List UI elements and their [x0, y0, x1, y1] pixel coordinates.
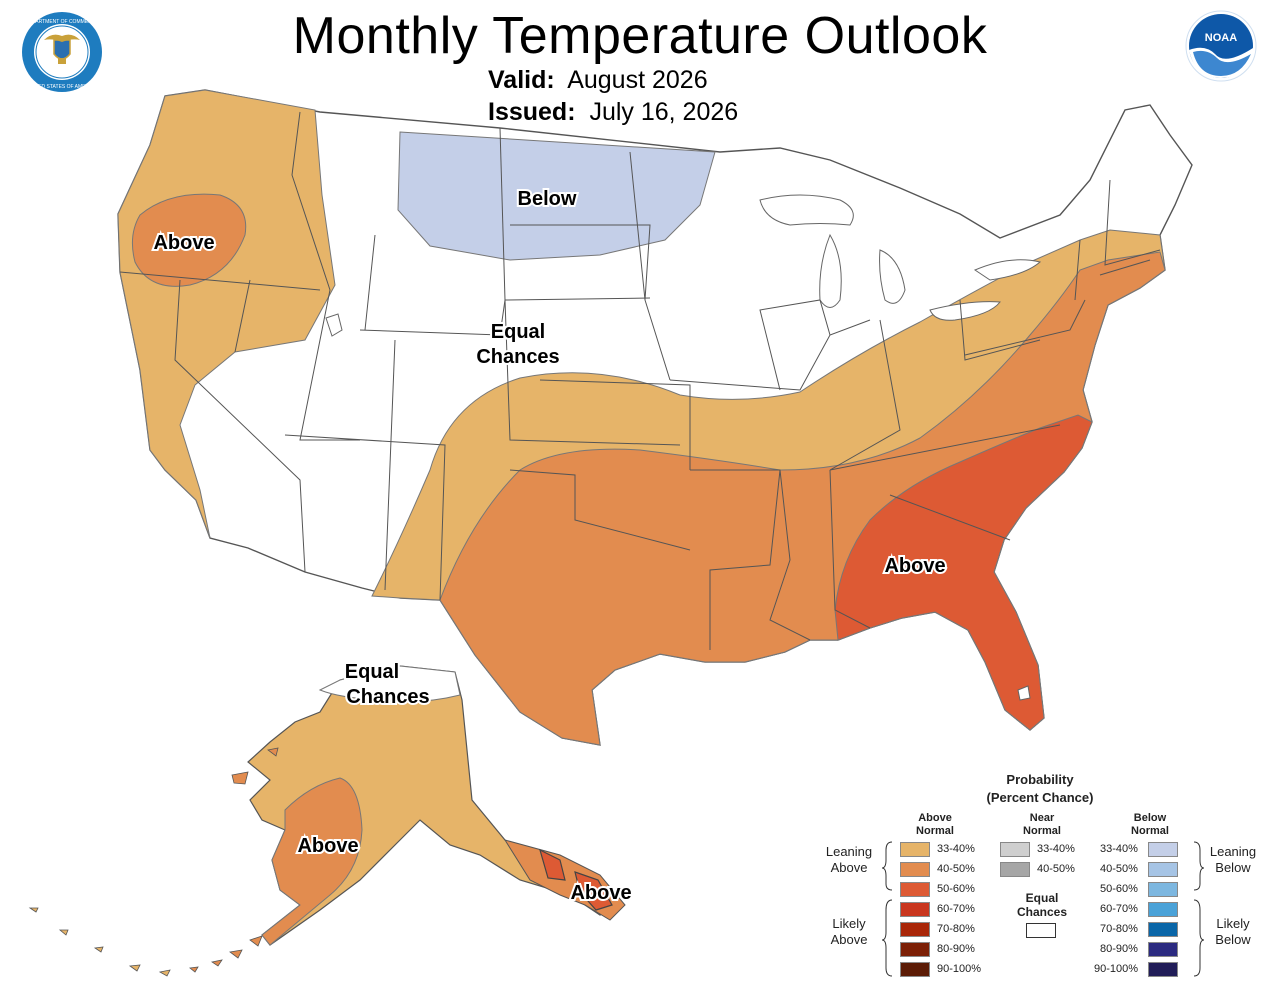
noaa-logo-icon: NOAA: [1185, 10, 1257, 82]
legend-above-swatch-5: [900, 922, 930, 937]
great-salt-lake: [325, 313, 343, 337]
legend-above-swatch-2: [900, 862, 930, 877]
map-title: Monthly Temperature Outlook: [292, 7, 988, 65]
legend-above-pct-1: 33-40%: [937, 843, 975, 855]
legend-below-swatch-6: [1148, 942, 1178, 957]
commerce-seal-icon: DEPARTMENT OF COMMERCE UNITED STATES OF …: [22, 12, 102, 92]
probability-legend: Probability (Percent Chance) Above Norma…: [800, 770, 1270, 985]
valid-line: Valid: August 2026: [488, 66, 708, 95]
label-above-alaska-se: Above: [570, 882, 631, 904]
label-below-north: Below: [518, 188, 577, 210]
legend-above-pct-5: 70-80%: [937, 923, 975, 935]
issued-label: Issued:: [488, 98, 576, 126]
alaska-se-islands: [539, 848, 613, 911]
legend-leaning-below-2: Below: [1215, 860, 1251, 875]
aleutian-islands: [189, 747, 279, 973]
valid-value: August 2026: [567, 66, 708, 94]
legend-below-pct-2: 40-50%: [1100, 863, 1138, 875]
legend-leaning-above-2: Above: [830, 860, 868, 875]
legend-above-swatch-7: [900, 962, 930, 977]
legend-below-pct-1: 33-40%: [1100, 843, 1138, 855]
legend-below-head-2: Normal: [1131, 825, 1169, 837]
aleutian-west-islands: [28, 907, 171, 977]
below-north-region: [397, 131, 716, 261]
legend-leaning-above-1: Leaning: [825, 844, 873, 859]
legend-near-pct-2: 40-50%: [1037, 863, 1075, 875]
alaska-sw-above: [261, 777, 363, 946]
legend-below-pct-7: 90-100%: [1094, 963, 1139, 975]
lake-okeechobee: [1017, 685, 1031, 701]
legend-leaning-below-1: Leaning: [1209, 844, 1257, 859]
legend-above-pct-7: 90-100%: [937, 963, 982, 975]
legend-below-pct-5: 70-80%: [1100, 923, 1138, 935]
legend-title-2: (Percent Chance): [986, 790, 1094, 805]
label-equal-alaska-2: Chances: [346, 686, 429, 708]
valid-label: Valid:: [488, 66, 555, 94]
legend-likely-above-1: Likely: [832, 916, 866, 931]
legend-below-pct-3: 50-60%: [1100, 883, 1138, 895]
label-above-alaska-sw: Above: [297, 835, 358, 857]
above-pnw-core: [131, 193, 247, 287]
legend-near-swatch-1: [1000, 842, 1030, 857]
legend-below-pct-4: 60-70%: [1100, 903, 1138, 915]
issued-line: Issued: July 16, 2026: [488, 98, 738, 127]
legend-likely-below-2: Below: [1215, 932, 1251, 947]
legend-near-pct-1: 33-40%: [1037, 843, 1075, 855]
legend-below-swatch-3: [1148, 882, 1178, 897]
legend-equal-swatch: [1026, 923, 1056, 938]
legend-brace-below: [1193, 841, 1204, 977]
legend-below-swatch-5: [1148, 922, 1178, 937]
state-borders: [119, 111, 1161, 650]
legend-above-swatch-6: [900, 942, 930, 957]
legend-likely-above-2: Above: [830, 932, 868, 947]
legend-brace-above: [882, 841, 893, 977]
label-equal-conus-1: Equal: [491, 321, 545, 343]
label-above-southeast: Above: [884, 555, 945, 577]
label-equal-conus-2: Chances: [476, 346, 559, 368]
legend-below-swatch-4: [1148, 902, 1178, 917]
legend-above-pct-3: 50-60%: [937, 883, 975, 895]
legend-above-swatch-4: [900, 902, 930, 917]
legend-below-swatch-1: [1148, 842, 1178, 857]
issued-value: July 16, 2026: [589, 98, 739, 126]
svg-text:UNITED STATES OF AMERICA: UNITED STATES OF AMERICA: [27, 84, 99, 90]
svg-text:NOAA: NOAA: [1205, 32, 1237, 44]
legend-likely-below-1: Likely: [1216, 916, 1250, 931]
label-equal-alaska-1: Equal: [345, 661, 399, 683]
alaska-equal-region: [318, 665, 461, 703]
great-lakes: [759, 194, 1042, 321]
legend-equal-1: Equal: [1025, 891, 1059, 905]
legend-near-swatch-2: [1000, 862, 1030, 877]
legend-above-head-1: Above: [918, 812, 952, 824]
legend-below-pct-6: 80-90%: [1100, 943, 1138, 955]
legend-below-head-1: Below: [1133, 812, 1167, 824]
legend-below-swatch-7: [1148, 962, 1178, 977]
above-southeast-core: [834, 414, 1093, 731]
legend-above-pct-4: 60-70%: [937, 903, 975, 915]
legend-near-head-1: Near: [1029, 812, 1055, 824]
legend-below-swatch-2: [1148, 862, 1178, 877]
svg-text:DEPARTMENT OF COMMERCE: DEPARTMENT OF COMMERCE: [25, 19, 99, 25]
label-above-pnw: Above: [153, 232, 214, 254]
legend-title-1: Probability: [1006, 772, 1074, 787]
legend-equal-2: Chances: [1016, 905, 1068, 919]
legend-above-swatch-1: [900, 842, 930, 857]
legend-near-head-2: Normal: [1023, 825, 1061, 837]
legend-above-swatch-3: [900, 882, 930, 897]
legend-above-head-2: Normal: [916, 825, 954, 837]
legend-above-pct-6: 80-90%: [937, 943, 975, 955]
legend-above-pct-2: 40-50%: [937, 863, 975, 875]
